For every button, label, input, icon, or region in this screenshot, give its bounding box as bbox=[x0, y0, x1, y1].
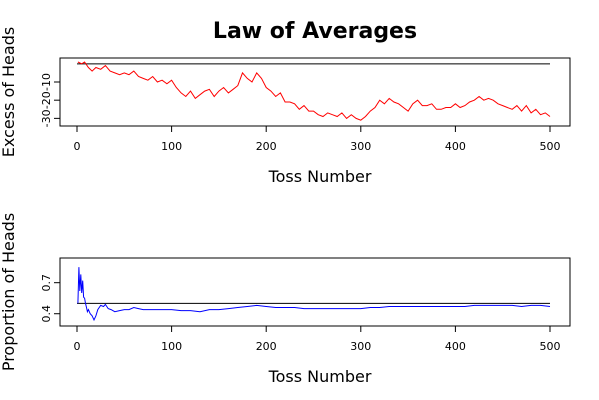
chart-title: Law of Averages bbox=[213, 19, 417, 44]
proportion-x-tick-label: 300 bbox=[350, 340, 371, 353]
excess-y-tick-label: -30 bbox=[40, 109, 53, 127]
proportion-x-axis-label: Toss Number bbox=[268, 367, 372, 386]
proportion-heads-panel: 0 100 200 300 400 500 0.4 0.7 Toss Number Proport… bbox=[0, 213, 571, 386]
proportion-y-axis-label: Proportion of Heads bbox=[0, 213, 18, 371]
proportion-x-tick-label: 400 bbox=[445, 340, 466, 353]
excess-plot-frame bbox=[59, 57, 571, 127]
excess-heads-panel: 0 100 200 300 400 500 -30-20-10 Toss Number Exce… bbox=[0, 27, 571, 186]
proportion-series-line bbox=[77, 267, 551, 322]
excess-x-axis-label: Toss Number bbox=[268, 167, 372, 186]
proportion-x-tick-label: 100 bbox=[161, 340, 182, 353]
proportion-x-tick-label: 200 bbox=[256, 340, 277, 353]
excess-series-line bbox=[77, 61, 551, 121]
proportion-x-tick-label: 0 bbox=[74, 340, 81, 353]
excess-y-axis-label: Excess of Heads bbox=[0, 27, 18, 157]
excess-y-tick-label: -10 bbox=[40, 73, 53, 91]
proportion-y-tick-label: 0.4 bbox=[40, 305, 53, 323]
proportion-y-tick-label: 0.7 bbox=[40, 274, 53, 292]
excess-x-tick-label: 300 bbox=[350, 140, 371, 153]
proportion-x-tick-label: 500 bbox=[540, 340, 561, 353]
excess-x-tick-label: 400 bbox=[445, 140, 466, 153]
proportion-plot-frame bbox=[59, 257, 571, 327]
excess-x-tick-label: 0 bbox=[74, 140, 81, 153]
excess-x-tick-label: 200 bbox=[256, 140, 277, 153]
excess-x-tick-label: 100 bbox=[161, 140, 182, 153]
excess-y-tick-label: -20 bbox=[40, 91, 53, 109]
excess-x-tick-label: 500 bbox=[540, 140, 561, 153]
